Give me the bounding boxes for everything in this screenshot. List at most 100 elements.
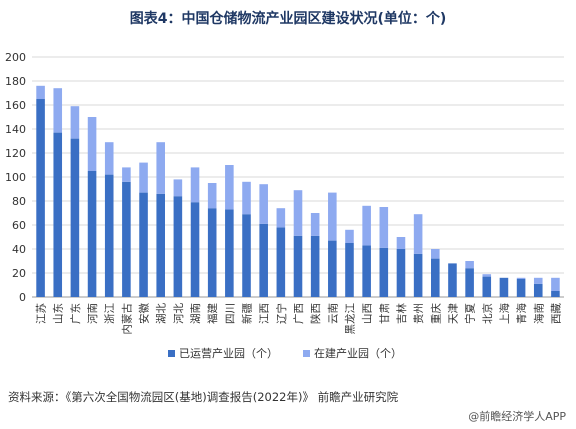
bar-building [396,237,406,249]
bar-operating [104,174,114,297]
bar-operating [533,283,543,297]
y-tick-label: 180 [5,75,26,88]
x-tick-label: 河南 [86,303,99,324]
x-tick-label: 贵州 [412,303,425,324]
bar-building [36,85,45,99]
bar-operating [122,181,131,297]
bar-building [173,179,183,197]
bar-building [431,249,440,259]
bar-building [465,261,474,269]
x-tick-label: 湖北 [156,303,168,324]
bar-operating [87,171,97,297]
bar-building [87,117,97,171]
y-tick-label: 0 [19,291,26,304]
x-tick-label: 山东 [52,303,65,324]
bar-building [310,213,320,236]
bar-building [104,142,114,175]
x-tick-label: 黑龙江 [343,303,356,335]
y-axis-ticks: 0 20 40 60 80 100 120 140 160 180 200 [5,51,26,304]
x-tick-label: 内蒙古 [120,303,133,335]
x-tick-label: 新疆 [241,303,254,324]
bar-operating [379,247,389,297]
x-tick-label: 西藏 [550,303,562,324]
bar-operating [396,249,406,297]
bar-building [328,192,337,241]
x-tick-label: 陕西 [309,303,322,324]
bar-operating [345,243,354,297]
bar-building [53,88,63,133]
bar-building [139,162,148,193]
bar-building [533,277,543,284]
bar-operating [499,277,509,297]
bar-operating [551,291,560,297]
x-tick-label: 山西 [362,303,374,324]
source-note: 资料来源：《第六次全国物流园区(基地)调查报告(2022年)》 前瞻产业研究院 [8,390,399,404]
x-tick-label: 重庆 [429,303,442,324]
y-tick-label: 160 [5,99,26,112]
x-axis-ticks: 江苏 山东 广东 河南 浙江 内蒙古 安徽 湖北 河北 湖南 福建 四川 新疆 江西 辽宁 广西 陕西 云南 黑龙江… [35,303,563,335]
x-tick-label: 辽宁 [275,303,288,324]
bar-operating [242,214,251,297]
x-tick-label: 广东 [69,303,82,324]
x-tick-label: 北京 [481,303,494,324]
bar-operating [431,258,440,297]
bar-building [379,207,389,248]
y-tick-label: 200 [5,51,26,64]
x-tick-label: 福建 [206,303,219,324]
bar-building [413,214,423,254]
x-tick-label: 湖南 [189,303,202,324]
bar-operating [310,235,320,297]
bar-building [293,190,303,236]
x-tick-label: 甘肃 [378,303,391,324]
x-tick-label: 青海 [515,303,528,324]
bar-operating [276,227,286,297]
bar-building [259,184,268,224]
bar-operating [465,268,474,297]
bar-operating [482,276,492,297]
bar-operating [36,99,45,297]
y-tick-label: 20 [12,267,26,280]
bar-building [362,205,371,246]
y-tick-label: 100 [5,171,26,184]
x-tick-label: 吉林 [395,303,408,324]
bar-operating [190,202,200,297]
bar-building [207,183,217,209]
bar-operating [259,223,268,297]
y-tick-label: 60 [12,219,26,232]
bar-operating [173,196,183,297]
bar-building [156,142,165,194]
bar-operating [293,235,303,297]
bar-operating [328,240,337,297]
x-tick-label: 安徽 [138,303,151,324]
x-tick-label: 上海 [498,303,511,324]
bar-building [190,167,200,203]
bar-operating [156,193,165,297]
bar-building [482,274,492,277]
legend-label-operating: 已运营产业园（个） [179,346,278,360]
bars [36,85,560,297]
legend-label-building: 在建产业园（个） [314,346,402,360]
legend-swatch-operating [168,350,175,357]
legend: 已运营产业园（个） 在建产业园（个） [168,346,402,360]
x-tick-label: 河北 [173,303,185,324]
bar-operating [362,245,371,297]
x-tick-label: 宁夏 [464,303,477,324]
y-tick-label: 120 [5,147,26,160]
bar-operating [207,208,217,297]
y-tick-label: 40 [12,243,26,256]
legend-swatch-building [303,350,310,357]
bar-operating [53,132,63,297]
x-tick-label: 云南 [326,303,339,324]
bar-building [345,229,354,243]
bar-operating [225,209,234,297]
bar-building [276,208,286,228]
bar-building [70,106,80,139]
y-tick-label: 140 [5,123,26,136]
bar-operating [139,192,148,297]
y-tick-label: 80 [12,195,26,208]
bar-building [516,277,526,279]
bar-operating [70,138,80,297]
x-tick-label: 海南 [532,303,545,324]
x-tick-label: 江苏 [35,303,48,324]
